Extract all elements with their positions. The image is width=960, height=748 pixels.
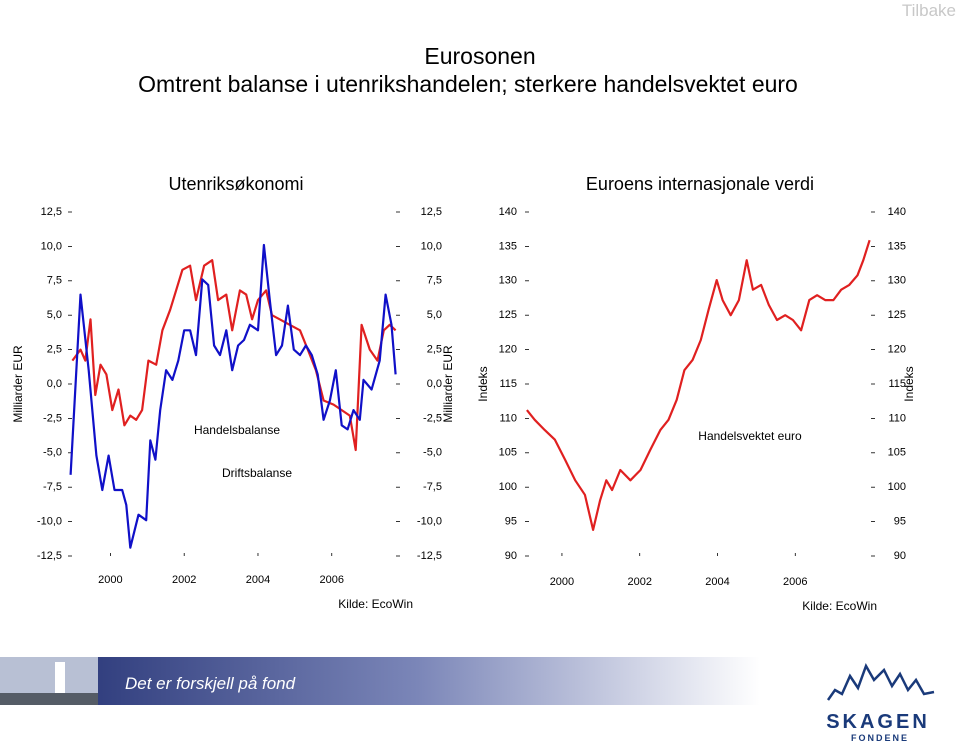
y-tick-label-right: -2,5 (423, 412, 442, 424)
series-line (71, 259, 397, 452)
logo: SKAGEN FONDENE (826, 663, 935, 743)
y-tick-label: -7,5 (43, 481, 62, 493)
rocks (0, 693, 98, 705)
y-tick-label-right: 105 (888, 447, 906, 459)
y-tick-label-right: 5,0 (427, 309, 442, 321)
slogan: Det er forskjell på fond (125, 674, 296, 693)
y-tick-label-right: 95 (894, 516, 906, 528)
brand: SKAGEN (826, 711, 930, 733)
y-tick-label: 105 (499, 447, 517, 459)
source: Kilde: EcoWin (338, 597, 413, 611)
y-tick-label: 10,0 (41, 240, 62, 252)
lighthouse (55, 662, 65, 698)
y-tick-label: 95 (505, 516, 517, 528)
chart-title: Utenriksøkonomi (168, 174, 303, 194)
y-tick-label-right: -7,5 (423, 481, 442, 493)
x-tick-label: 2000 (550, 576, 574, 588)
y-tick-label-right: 135 (888, 240, 906, 252)
y-tick-label: 125 (499, 309, 517, 321)
series-line (526, 239, 871, 531)
y-tick-label: 2,5 (47, 344, 62, 356)
y-tick-label: 90 (505, 550, 517, 562)
y-tick-label-right: -5,0 (423, 447, 442, 459)
x-tick-label: 2006 (320, 574, 344, 586)
banner (0, 657, 760, 705)
x-tick-label: 2004 (705, 576, 729, 588)
y-axis-label-right: Milliarder EUR (441, 345, 455, 423)
y-tick-label: 110 (499, 412, 517, 424)
y-tick-label-right: 12,5 (421, 206, 442, 218)
slide-title: Eurosonen (424, 43, 535, 69)
y-tick-label: 0,0 (47, 378, 62, 390)
y-tick-label-right: 120 (888, 344, 906, 356)
y-tick-label: 7,5 (47, 275, 62, 287)
series-line (69, 243, 397, 549)
y-tick-label: 100 (499, 481, 517, 493)
y-tick-label-right: 110 (888, 412, 906, 424)
x-tick-label: 2000 (98, 574, 122, 586)
y-tick-label-right: 140 (888, 206, 906, 218)
brand-sub: FONDENE (851, 733, 909, 743)
y-tick-label-right: 2,5 (427, 344, 442, 356)
y-tick-label-right: 10,0 (421, 240, 442, 252)
x-tick-label: 2002 (627, 576, 651, 588)
y-axis-label-right: Indeks (902, 366, 916, 401)
back-button[interactable]: Tilbake (902, 1, 956, 20)
y-tick-label-right: 90 (894, 550, 906, 562)
y-tick-label: 115 (499, 378, 517, 390)
series-label: Handelsbalanse (194, 423, 280, 437)
x-tick-label: 2002 (172, 574, 196, 586)
footer-banner: Det er forskjell på fond (0, 657, 760, 705)
y-tick-label: 135 (499, 240, 517, 252)
y-tick-label-right: -10,0 (417, 516, 442, 528)
x-tick-label: 2006 (783, 576, 807, 588)
y-tick-label: 140 (499, 206, 517, 218)
y-tick-label: -5,0 (43, 447, 62, 459)
y-tick-label: 5,0 (47, 309, 62, 321)
y-tick-label-right: 125 (888, 309, 906, 321)
series-label: Handelsvektet euro (698, 429, 802, 443)
y-tick-label-right: 100 (888, 481, 906, 493)
y-tick-label-right: 130 (888, 275, 906, 287)
x-tick-label: 2004 (246, 574, 270, 586)
y-tick-label: 130 (499, 275, 517, 287)
y-tick-label-right: -12,5 (417, 550, 442, 562)
y-tick-label: -2,5 (43, 412, 62, 424)
logo-graph (826, 663, 935, 701)
y-axis-label: Milliarder EUR (11, 345, 25, 423)
y-axis-label: Indeks (476, 366, 490, 401)
series-label: Driftsbalanse (222, 466, 292, 480)
y-tick-label: -12,5 (37, 550, 62, 562)
slide-subtitle: Omtrent balanse i utenrikshandelen; ster… (138, 71, 798, 97)
y-tick-label-right: 7,5 (427, 275, 442, 287)
y-tick-label: 12,5 (41, 206, 62, 218)
y-tick-label: -10,0 (37, 516, 62, 528)
y-tick-label-right: 0,0 (427, 378, 442, 390)
chart-title: Euroens internasjonale verdi (586, 174, 814, 194)
source: Kilde: EcoWin (802, 599, 877, 613)
y-tick-label-right: 115 (888, 378, 906, 390)
y-tick-label: 120 (499, 344, 517, 356)
